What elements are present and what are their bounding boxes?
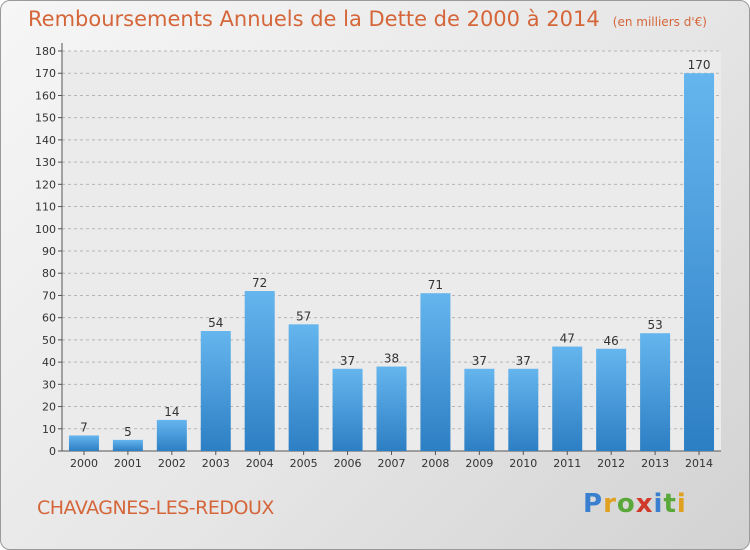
y-tick-label: 100 (35, 223, 56, 236)
bar (596, 348, 627, 451)
data-label: 37 (340, 354, 355, 368)
y-tick-label: 50 (42, 334, 56, 347)
y-tick-label: 90 (42, 245, 56, 258)
x-tick-label: 2002 (158, 457, 186, 470)
x-tick-label: 2004 (246, 457, 274, 470)
y-tick-label: 70 (42, 289, 56, 302)
title-row: Remboursements Annuels de la Dette de 20… (28, 7, 707, 31)
bar (244, 291, 275, 451)
logo-letter: r (603, 489, 617, 519)
y-tick-label: 110 (35, 201, 56, 214)
bar (200, 331, 231, 451)
y-tick-label: 80 (42, 267, 56, 280)
data-label: 72 (252, 276, 267, 290)
bar (156, 419, 187, 451)
data-label: 37 (472, 354, 487, 368)
bar (288, 324, 319, 451)
data-label: 38 (384, 352, 399, 366)
data-label: 57 (296, 309, 311, 323)
x-tick-label: 2008 (421, 457, 449, 470)
data-label: 5 (124, 425, 132, 439)
x-tick-label: 2009 (465, 457, 493, 470)
bar (552, 346, 583, 451)
y-tick-label: 170 (35, 67, 56, 80)
x-tick-label: 2010 (509, 457, 537, 470)
data-label: 71 (428, 278, 443, 292)
y-tick-label: 130 (35, 156, 56, 169)
y-tick-label: 60 (42, 312, 56, 325)
y-tick-label: 0 (49, 445, 56, 458)
city-name: CHAVAGNES-LES-REDOUX (37, 497, 274, 519)
logo-letter: i (653, 489, 664, 519)
y-tick-label: 10 (42, 423, 56, 436)
y-tick-label: 140 (35, 134, 56, 147)
x-tick-label: 2005 (290, 457, 318, 470)
bar (112, 439, 143, 451)
x-tick-label: 2011 (553, 457, 581, 470)
data-label: 37 (516, 354, 531, 368)
y-tick-label: 30 (42, 378, 56, 391)
data-label: 54 (208, 316, 223, 330)
bar (420, 293, 451, 451)
logo-letter: t (663, 489, 677, 519)
data-label: 53 (647, 318, 662, 332)
chart-subtitle: (en milliers d'€) (612, 15, 707, 29)
x-tick-label: 2007 (378, 457, 406, 470)
x-tick-label: 2000 (70, 457, 98, 470)
data-label: 14 (164, 405, 179, 419)
bar (376, 366, 407, 451)
data-label: 46 (604, 334, 619, 348)
y-tick-label: 150 (35, 112, 56, 125)
bar (640, 333, 671, 451)
x-tick-label: 2001 (114, 457, 142, 470)
data-label: 47 (560, 332, 575, 346)
bar (68, 435, 99, 451)
x-tick-label: 2013 (641, 457, 669, 470)
bar (684, 73, 715, 451)
data-label: 7 (80, 420, 88, 434)
bar (508, 368, 539, 451)
y-tick-label: 160 (35, 89, 56, 102)
logo-letter: P (583, 489, 604, 519)
x-tick-label: 2003 (202, 457, 230, 470)
x-tick-label: 2012 (597, 457, 625, 470)
chart-title: Remboursements Annuels de la Dette de 20… (28, 7, 600, 31)
logo-letter: i (676, 489, 687, 519)
x-tick-label: 2006 (334, 457, 362, 470)
y-tick-label: 20 (42, 401, 56, 414)
y-tick-label: 40 (42, 356, 56, 369)
bar (464, 368, 495, 451)
logo-letter: o (616, 489, 636, 519)
bar (332, 368, 363, 451)
logo-letter: x (635, 489, 654, 519)
x-tick-label: 2014 (685, 457, 713, 470)
y-tick-label: 180 (35, 45, 56, 58)
y-tick-label: 120 (35, 178, 56, 191)
proxiti-logo: Proxiti (583, 489, 687, 519)
data-label: 170 (688, 58, 711, 72)
